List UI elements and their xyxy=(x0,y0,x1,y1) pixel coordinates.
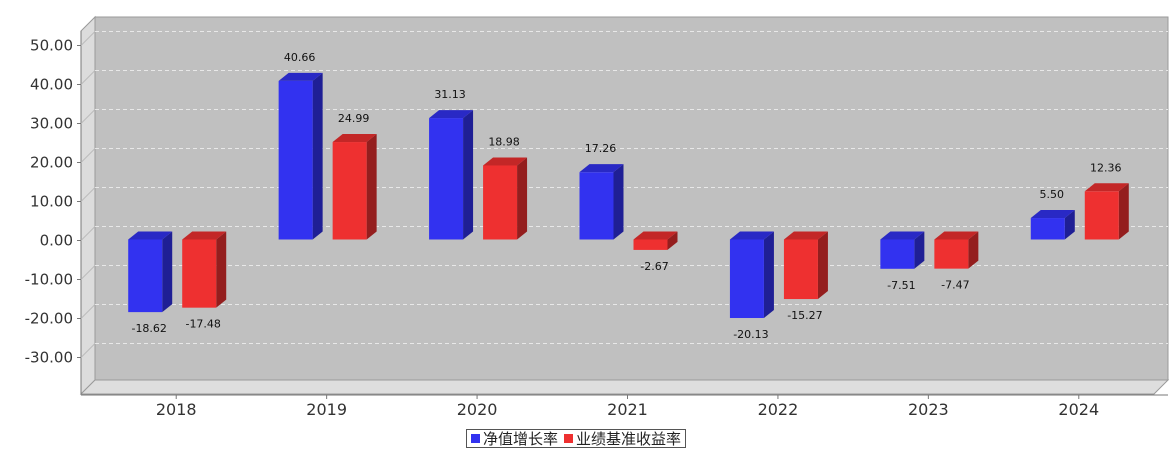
y-tick-label: -30.00 xyxy=(25,349,73,367)
bar-top xyxy=(128,231,173,240)
legend-item-net-value: 净值增长率 xyxy=(471,428,558,449)
data-label: 12.36 xyxy=(1090,161,1122,174)
bar xyxy=(880,239,915,269)
bar xyxy=(1030,218,1065,240)
bar-top xyxy=(483,157,528,166)
y-tick-label: 40.00 xyxy=(30,76,73,94)
bar xyxy=(278,80,313,240)
legend-label-benchmark: 业绩基准收益率 xyxy=(576,430,682,448)
bar-side xyxy=(312,72,323,240)
bar-top xyxy=(1030,210,1075,219)
legend: 净值增长率 业绩基准收益率 xyxy=(466,428,687,449)
data-label: 5.50 xyxy=(1040,188,1065,201)
left-wall xyxy=(80,15,96,396)
x-tick-label: 2020 xyxy=(457,400,498,419)
bar-side xyxy=(517,157,528,240)
bar-top xyxy=(579,164,624,173)
data-label: 17.26 xyxy=(585,142,617,155)
bar-side xyxy=(968,231,979,269)
bar-side xyxy=(763,231,774,319)
y-tick-label: -20.00 xyxy=(25,310,73,328)
data-label: -2.67 xyxy=(640,260,668,273)
gridline-side xyxy=(80,343,96,358)
x-tick-label: 2024 xyxy=(1058,400,1099,419)
data-label: -15.27 xyxy=(787,309,822,322)
bar xyxy=(332,142,367,240)
bar-side xyxy=(817,231,828,300)
bar-side xyxy=(162,231,173,313)
data-label: -7.47 xyxy=(941,279,969,292)
data-label: -7.51 xyxy=(887,279,915,292)
x-tick-label: 2021 xyxy=(607,400,648,419)
bar xyxy=(729,239,764,319)
gridline-side xyxy=(80,226,96,241)
data-label: 31.13 xyxy=(434,88,466,101)
x-tick-label: 2022 xyxy=(758,400,799,419)
bar-side xyxy=(1118,183,1129,240)
bar-top xyxy=(783,231,828,240)
plot-area xyxy=(94,16,1169,381)
data-label: -17.48 xyxy=(185,318,220,331)
data-label: -20.13 xyxy=(733,328,768,341)
data-label: 18.98 xyxy=(488,135,520,148)
bar-side xyxy=(613,164,624,240)
gridline-side xyxy=(80,109,96,124)
y-tick-label: 0.00 xyxy=(40,232,73,250)
bar xyxy=(579,172,614,240)
data-label: 24.99 xyxy=(338,112,370,125)
bar-side xyxy=(216,231,227,308)
bar-top xyxy=(278,72,323,81)
gridline-side xyxy=(80,304,96,319)
bar xyxy=(182,239,217,308)
x-tick-label: 2023 xyxy=(908,400,949,419)
bar-top xyxy=(880,231,925,240)
bar-side xyxy=(463,110,474,240)
gridline-side xyxy=(80,70,96,85)
floor xyxy=(79,379,1170,395)
gridline-side xyxy=(80,31,96,46)
bar xyxy=(934,239,969,269)
bar-top xyxy=(633,231,678,240)
y-tick-label: -10.00 xyxy=(25,271,73,289)
bar-top xyxy=(182,231,227,240)
bar xyxy=(1084,191,1119,240)
bar-top xyxy=(332,134,377,143)
y-tick-label: 20.00 xyxy=(30,154,73,172)
bar-top xyxy=(729,231,774,240)
bar xyxy=(429,118,464,240)
bar-top xyxy=(1084,183,1129,192)
bar-top xyxy=(429,110,474,119)
legend-swatch-benchmark xyxy=(564,434,574,443)
bar xyxy=(128,239,163,313)
x-tick-label: 2019 xyxy=(306,400,347,419)
y-tick-label: 10.00 xyxy=(30,193,73,211)
bar-side xyxy=(914,231,925,269)
data-label: -18.62 xyxy=(131,322,166,335)
y-tick-label: 50.00 xyxy=(30,37,73,55)
x-tick-label: 2018 xyxy=(156,400,197,419)
bar xyxy=(633,239,668,250)
bar xyxy=(783,239,818,300)
bar-side xyxy=(667,231,678,250)
bar xyxy=(483,165,518,240)
legend-swatch-net-value xyxy=(471,434,480,443)
legend-item-benchmark: 业绩基准收益率 xyxy=(564,428,681,449)
gridline-side xyxy=(80,187,96,202)
bar-side xyxy=(1064,210,1075,240)
bar-top xyxy=(934,231,979,240)
legend-label-net-value: 净值增长率 xyxy=(483,430,559,448)
gridline-side xyxy=(80,265,96,280)
y-tick-label: 30.00 xyxy=(30,115,73,133)
data-label: 40.66 xyxy=(284,51,316,64)
bar-side xyxy=(366,134,377,240)
gridline-side xyxy=(80,148,96,163)
